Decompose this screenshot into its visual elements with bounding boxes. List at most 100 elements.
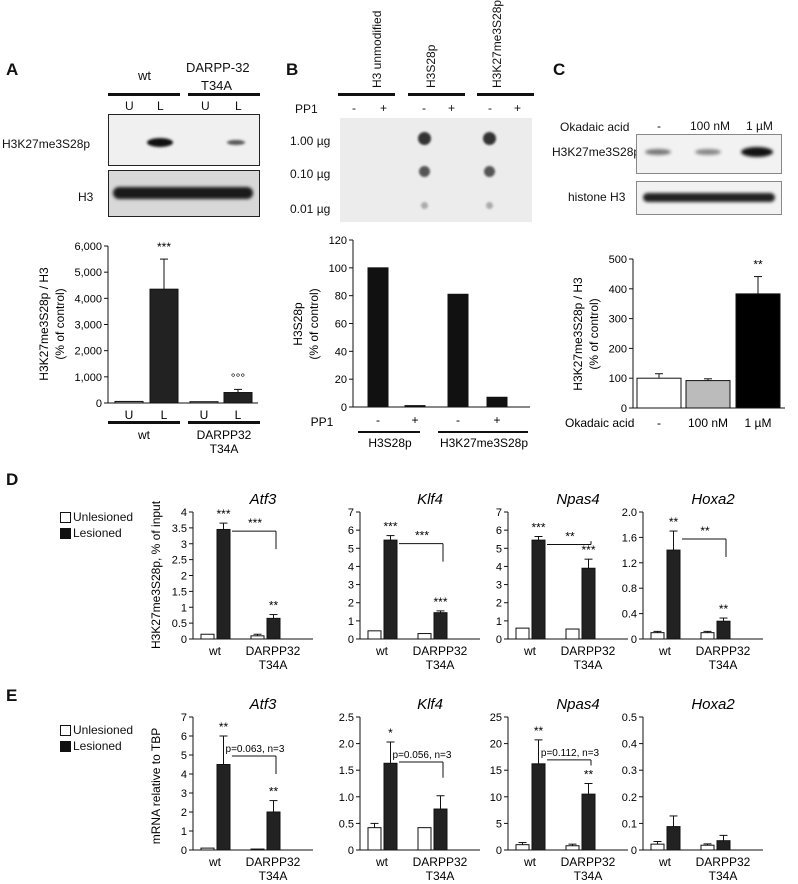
significance-label: ** — [534, 724, 544, 738]
bar-unlesioned — [565, 845, 580, 851]
significance-label: *** — [157, 240, 171, 254]
significance-label: ** — [669, 515, 679, 529]
bar-lesioned — [266, 811, 281, 851]
pp1-sign: + — [514, 101, 522, 115]
group-label: T34A — [709, 869, 738, 883]
pp1-sign: - — [488, 101, 492, 115]
y-tick-label: 1 — [181, 826, 187, 838]
band — [113, 187, 253, 199]
y-tick-label: 2,000 — [74, 346, 102, 358]
y-tick-label: 40 — [335, 346, 347, 358]
lane-label: L — [235, 99, 242, 113]
bar-lesioned — [581, 793, 596, 851]
band — [147, 138, 173, 147]
y-tick-label: 60 — [335, 319, 347, 331]
significance-label: ** — [269, 785, 279, 799]
y-tick-label: 3.5 — [172, 523, 187, 535]
y-tick-label: 0 — [496, 634, 502, 646]
significance-label: *** — [531, 520, 545, 534]
subplot-title: Klf4 — [417, 491, 443, 508]
group-label: wt — [658, 855, 672, 869]
y-tick-label: 3,000 — [74, 320, 102, 332]
y-tick-label: 7 — [181, 712, 187, 724]
y-axis-label: H3K27me3S28p / H3 — [37, 267, 51, 381]
lane-label: L — [157, 99, 164, 113]
pp1-sign: - — [352, 101, 356, 115]
significance-label: *** — [433, 595, 447, 609]
group-label: wt — [375, 855, 389, 869]
bracket-label: *** — [248, 516, 262, 530]
treatment-label: Okadaic acid — [560, 120, 630, 134]
treatment: 1 µM — [746, 119, 773, 133]
y-tick-label: 0.5 — [622, 712, 637, 724]
group-line — [358, 431, 420, 433]
y-tick-label: 15 — [490, 765, 502, 777]
panel-label-b: B — [286, 60, 299, 79]
legend-label: Lesioned — [73, 526, 122, 540]
legend-label: Unlesioned — [73, 723, 134, 737]
blot-label-h3: H3 — [78, 190, 94, 204]
subplot-title: Atf3 — [249, 696, 277, 713]
group-line — [438, 431, 528, 433]
bar-lesioned — [266, 617, 281, 640]
y-tick-label: 25 — [490, 712, 502, 724]
x-tick-label: - — [456, 413, 460, 427]
significance-label: ** — [719, 602, 729, 616]
y-tick-label: 3 — [348, 580, 354, 592]
group-wt-label: wt — [138, 68, 151, 83]
x-tick-label: - — [376, 413, 380, 427]
group-label: T34A — [426, 658, 455, 672]
bar — [685, 380, 731, 409]
y-tick-label: 0 — [621, 403, 627, 415]
bar-lesioned — [433, 808, 448, 851]
group-label: T34A — [574, 869, 603, 883]
subplot-title: Npas4 — [556, 696, 599, 713]
y-tick-label: 0.5 — [172, 618, 187, 630]
x-tick-label: U — [200, 408, 209, 422]
y-tick-label: 0 — [181, 634, 187, 646]
bar-lesioned — [433, 612, 448, 640]
legend-swatch-unlesioned — [60, 512, 71, 523]
group-label: DARPP32 — [246, 644, 301, 658]
band — [645, 149, 671, 155]
group-label: wt — [523, 855, 537, 869]
band — [643, 193, 775, 202]
bar-unlesioned — [700, 844, 715, 851]
bar-lesioned — [216, 528, 231, 640]
legend-label: Unlesioned — [73, 510, 134, 524]
subplot-title: Klf4 — [417, 696, 443, 713]
y-tick-label: 5,000 — [74, 267, 102, 279]
subplot-title: Hoxa2 — [691, 491, 735, 508]
y-tick-label: 20 — [490, 739, 502, 751]
group-label: T34A — [426, 869, 455, 883]
treatment: 100 nM — [690, 119, 731, 133]
x-tick-label: 1 µM — [745, 416, 772, 430]
y-tick-label: 2.0 — [339, 739, 354, 751]
group-line — [188, 421, 260, 424]
bar — [189, 401, 219, 404]
bracket-label: p=0.056, n=3 — [393, 750, 452, 761]
y-axis-label: (% of control) — [53, 288, 67, 359]
y-tick-label: 3 — [181, 539, 187, 551]
bracket-label: p=0.063, n=3 — [226, 744, 285, 755]
legend-swatch-lesioned — [60, 741, 71, 752]
bar-lesioned — [581, 567, 596, 640]
y-tick-label: 0.4 — [622, 609, 637, 621]
y-axis-label: (% of control) — [587, 298, 601, 369]
significance-label: ** — [269, 599, 279, 613]
y-tick-label: 100 — [329, 263, 347, 275]
group-label: T34A — [709, 658, 738, 672]
y-axis-label: mRNA relative to TBP — [149, 728, 163, 844]
group-label: wt — [375, 644, 389, 658]
y-tick-label: 6 — [348, 525, 354, 537]
bar — [149, 288, 179, 404]
panel-label-c: C — [553, 60, 566, 79]
bar — [223, 392, 253, 404]
y-tick-label: 80 — [335, 291, 347, 303]
group-label: DARPP32 — [696, 644, 751, 658]
group-label: DARPP32 — [246, 855, 301, 869]
y-tick-label: 4 — [181, 507, 187, 519]
blot-label-histone-h3: histone H3 — [568, 190, 626, 204]
group-label: DARPP32 — [561, 855, 616, 869]
bar — [486, 396, 508, 408]
